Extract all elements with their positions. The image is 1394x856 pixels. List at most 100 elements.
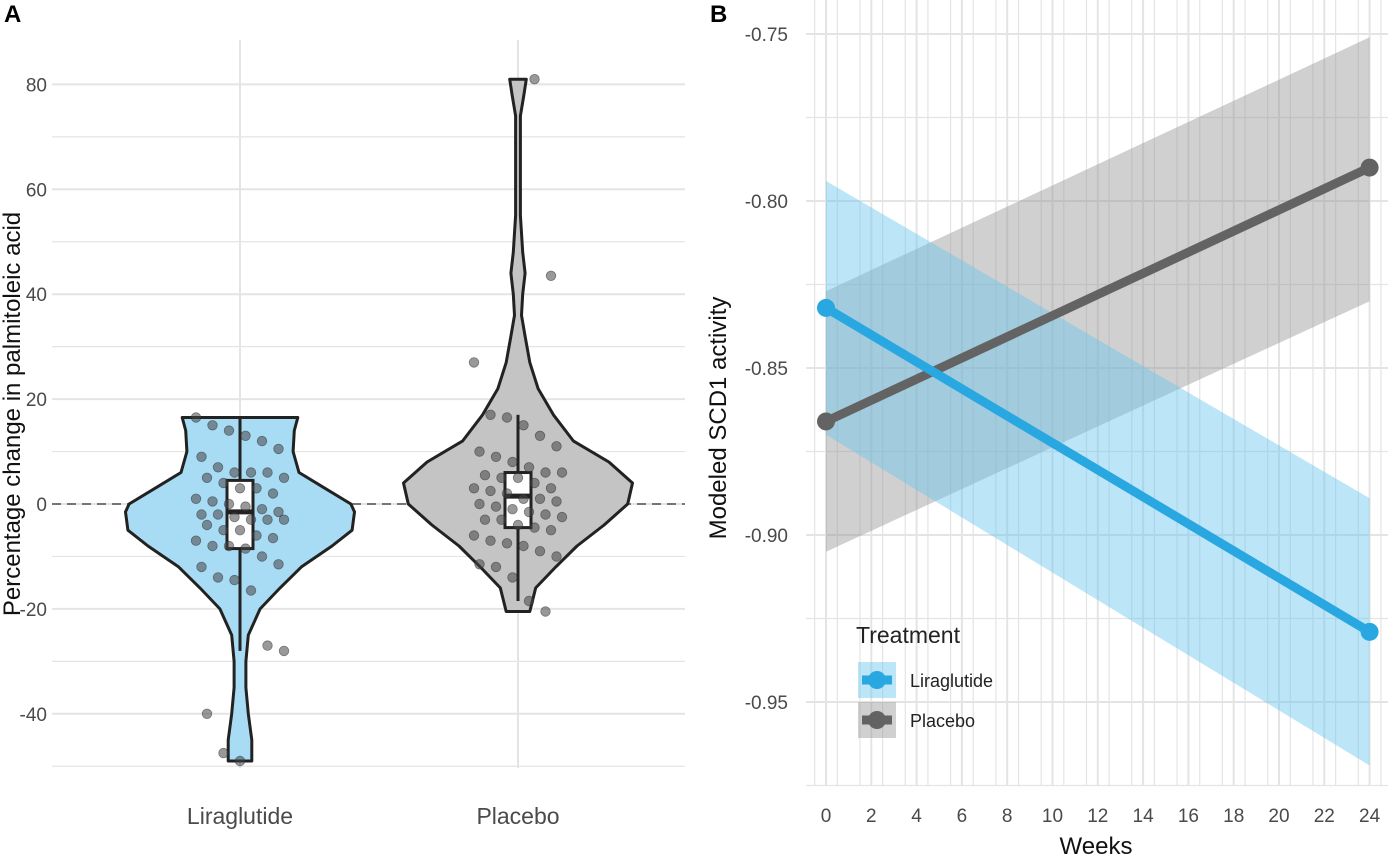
data-point: [190, 493, 202, 505]
data-point: [267, 532, 279, 544]
data-point: [229, 574, 240, 586]
data-point: [278, 645, 290, 657]
data-point: [507, 504, 518, 515]
panel-a-points: [190, 73, 568, 767]
data-point: [501, 538, 513, 549]
series-point-liraglutide: [1360, 622, 1379, 641]
data-point: [273, 443, 284, 455]
data-point: [218, 477, 229, 489]
data-point: [518, 493, 529, 505]
data-point: [545, 483, 557, 494]
data-point: [529, 522, 540, 533]
series-point-liraglutide: [817, 298, 835, 317]
data-point: [496, 472, 507, 484]
panel-a-violins: [124, 77, 634, 763]
y-tick-label: -0.85: [745, 359, 788, 380]
data-point: [245, 467, 257, 478]
data-point: [545, 525, 557, 536]
data-point: [507, 456, 518, 468]
y-tick-label: 80: [26, 75, 47, 96]
y-tick-label: -0.95: [745, 693, 788, 714]
panel-b-x-tick-labels: 0 2 4 6 8 10 12 14 16 18 20 22 24: [821, 806, 1381, 827]
data-point: [234, 755, 246, 767]
data-point: [251, 483, 262, 494]
data-point: [218, 747, 229, 759]
data-point: [490, 501, 502, 512]
data-point: [534, 493, 546, 505]
panel-a-boxplots: [225, 414, 533, 651]
data-point: [485, 409, 496, 421]
data-point: [196, 451, 207, 463]
x-tick-label: 8: [1002, 806, 1013, 827]
series-line-liraglutide: [821, 303, 1375, 637]
data-point: [201, 708, 213, 720]
x-tick-label: 0: [821, 806, 832, 827]
data-point: [468, 530, 480, 541]
y-tick-label: 40: [26, 285, 47, 306]
x-tick-label: 14: [1133, 806, 1155, 827]
series-point-placebo: [817, 412, 835, 431]
data-point: [512, 472, 524, 484]
category-label-liraglutide: Liraglutide: [187, 803, 293, 829]
data-point: [212, 509, 224, 520]
data-point: [551, 441, 562, 452]
data-point: [256, 504, 268, 515]
data-point: [529, 477, 540, 489]
data-point: [223, 540, 235, 552]
series-point-placebo: [1360, 158, 1379, 177]
y-tick-label: 60: [26, 180, 47, 201]
legend-title: Treatment: [856, 622, 961, 648]
data-point: [207, 496, 218, 507]
data-point: [468, 357, 480, 368]
data-point: [485, 485, 496, 497]
data-point: [234, 483, 246, 494]
data-point: [545, 270, 557, 282]
data-point: [501, 488, 513, 499]
x-tick-label: 20: [1268, 806, 1289, 827]
panel-b-y-axis-title: Modeled SCD1 activity: [705, 297, 732, 540]
panel-a-letter: A: [4, 1, 21, 28]
data-point: [273, 559, 284, 570]
data-point: [523, 462, 535, 473]
data-point: [479, 514, 491, 525]
data-point: [256, 435, 268, 447]
x-tick-label: 16: [1178, 806, 1199, 827]
panel-b-legend: Treatment Liraglutide Placebo: [856, 622, 993, 738]
y-tick-label: -20: [20, 600, 47, 621]
y-tick-label: -0.90: [745, 526, 788, 547]
x-tick-label: 12: [1087, 806, 1108, 827]
series-line-placebo: [821, 163, 1375, 426]
data-point: [223, 498, 235, 510]
data-point: [190, 412, 202, 423]
y-tick-label: 20: [26, 390, 47, 411]
data-point: [229, 467, 240, 478]
data-point: [251, 530, 262, 541]
data-point: [278, 472, 290, 484]
legend-label-liraglutide: Liraglutide: [910, 671, 993, 691]
data-point: [534, 430, 546, 442]
data-point: [262, 640, 273, 651]
data-point: [556, 511, 568, 523]
data-point: [468, 483, 480, 494]
data-point: [278, 514, 290, 525]
data-point: [218, 525, 229, 536]
panel-b-x-axis-title: Weeks: [1060, 833, 1133, 856]
x-tick-label: 24: [1359, 806, 1381, 827]
panel-a-x-tick-labels: Liraglutide Placebo: [187, 803, 560, 829]
panel-b: B -0.75-0.80-0.85-0.90-0.95 0 2 4 6 8 10 12 14 1…: [705, 0, 1388, 856]
data-point: [223, 425, 235, 436]
data-point: [196, 509, 207, 520]
panel-b-letter: B: [710, 1, 727, 28]
data-point: [501, 412, 513, 423]
data-point: [551, 496, 562, 507]
data-point: [534, 546, 546, 557]
data-point: [273, 506, 284, 518]
data-point: [245, 585, 257, 596]
x-tick-label: 2: [866, 806, 877, 827]
data-point: [523, 595, 535, 607]
y-tick-label: -0.75: [745, 25, 788, 46]
data-point: [474, 498, 485, 510]
data-point: [540, 467, 551, 478]
data-point: [201, 519, 213, 531]
